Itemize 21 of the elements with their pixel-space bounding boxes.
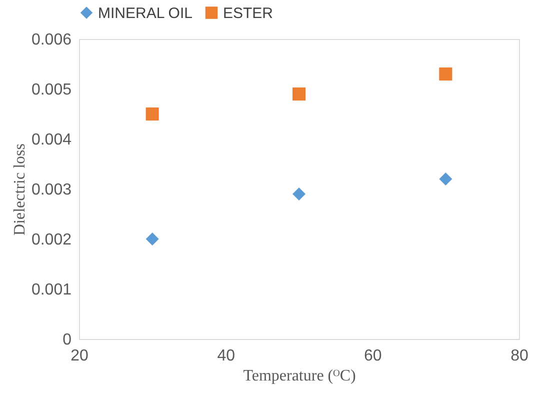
point	[439, 67, 452, 81]
y-tick-label: 0.002	[31, 232, 72, 248]
x-tick-label: 40	[217, 348, 236, 364]
legend-label: MINERAL OIL	[98, 4, 192, 22]
y-axis-title: Dielectric loss	[11, 144, 28, 236]
point	[292, 187, 306, 201]
point	[146, 107, 159, 121]
y-tick-label: 0.005	[31, 82, 72, 98]
y-tick-label: 0.004	[31, 132, 72, 148]
legend-label: ESTER	[223, 4, 274, 22]
x-tick-label: 20	[70, 348, 88, 364]
point	[292, 87, 306, 101]
x-tick-label: 60	[364, 348, 382, 364]
point	[439, 172, 452, 186]
y-tick-label: 0	[62, 332, 72, 348]
y-tick-label: 0.001	[31, 282, 72, 298]
y-tick-label: 0.006	[31, 32, 72, 48]
x-tick-label: 80	[510, 348, 528, 364]
x-axis-title: Temperature (ᴼC)	[243, 368, 356, 384]
y-tick-label: 0.003	[31, 182, 72, 198]
point	[146, 232, 159, 246]
